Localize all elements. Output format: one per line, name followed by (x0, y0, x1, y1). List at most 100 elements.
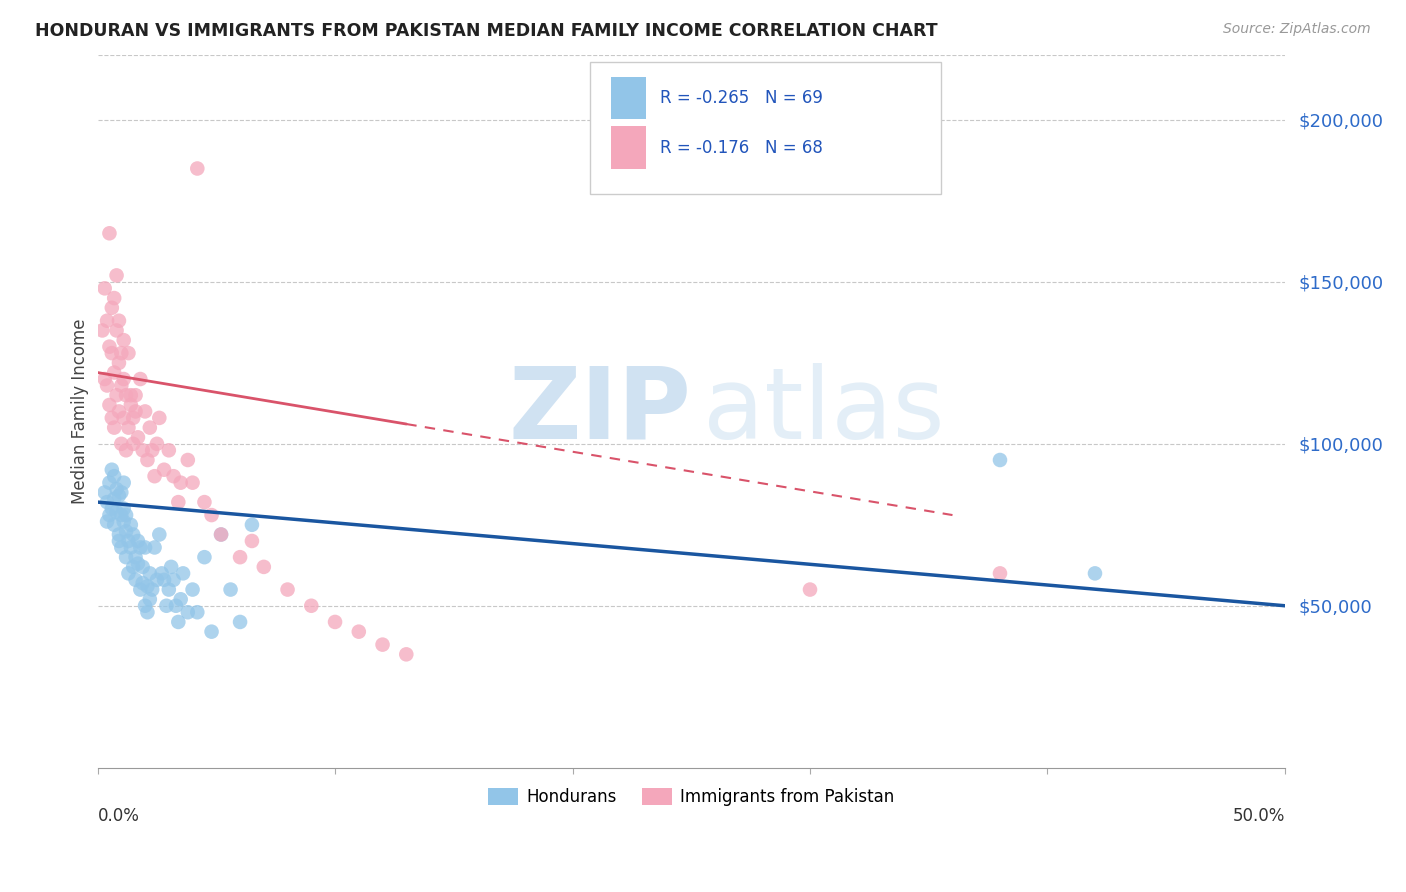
Point (124, 388, 146, 402)
Point (162, 469, 184, 483)
Point (112, 410, 135, 425)
Point (101, 346, 124, 360)
Point (136, 453, 159, 467)
Point (146, 437, 169, 451)
Text: HONDURAN VS IMMIGRANTS FROM PAKISTAN MEDIAN FAMILY INCOME CORRELATION CHART: HONDURAN VS IMMIGRANTS FROM PAKISTAN MED… (35, 22, 938, 40)
Bar (610, 77, 647, 120)
Point (115, 550, 138, 565)
Text: ZIP: ZIP (509, 363, 692, 460)
Point (117, 533, 139, 548)
Point (131, 576, 153, 591)
Point (240, 533, 263, 548)
Point (177, 453, 200, 467)
Point (127, 557, 149, 571)
Point (988, 566, 1011, 581)
Point (91, 323, 114, 337)
Point (209, 527, 232, 541)
Point (115, 443, 138, 458)
Point (110, 541, 132, 555)
Point (347, 624, 370, 639)
Point (129, 372, 152, 386)
Point (157, 582, 180, 597)
Point (131, 443, 153, 458)
Point (139, 420, 162, 434)
Point (134, 404, 156, 418)
Point (103, 469, 125, 483)
Point (105, 268, 128, 283)
Text: Source: ZipAtlas.com: Source: ZipAtlas.com (1223, 22, 1371, 37)
Point (101, 301, 124, 315)
Point (181, 582, 204, 597)
Point (117, 420, 139, 434)
Point (96, 314, 118, 328)
Point (96, 495, 118, 509)
Point (209, 527, 232, 541)
Point (122, 437, 145, 451)
Point (323, 615, 346, 629)
Point (134, 599, 156, 613)
Point (162, 573, 184, 587)
Point (127, 533, 149, 548)
Point (153, 573, 176, 587)
Point (112, 333, 135, 347)
Point (157, 443, 180, 458)
Point (240, 517, 263, 532)
Point (122, 560, 145, 574)
Point (193, 495, 215, 509)
Point (1084, 566, 1107, 581)
Point (117, 566, 139, 581)
Point (93, 485, 115, 500)
Point (110, 508, 132, 522)
Point (136, 605, 159, 619)
Point (105, 482, 128, 496)
Point (193, 550, 215, 565)
Point (167, 615, 190, 629)
Point (98, 227, 121, 241)
Point (170, 475, 193, 490)
Point (167, 495, 190, 509)
Point (105, 505, 128, 519)
Point (110, 378, 132, 392)
Point (108, 489, 131, 503)
Point (115, 524, 138, 539)
Point (186, 605, 208, 619)
Text: 0.0%: 0.0% (97, 807, 139, 825)
Point (170, 592, 193, 607)
Point (98, 508, 121, 522)
Point (219, 582, 242, 597)
Point (127, 430, 149, 444)
Point (122, 410, 145, 425)
Point (105, 323, 128, 337)
Point (108, 314, 131, 328)
FancyBboxPatch shape (591, 62, 941, 194)
Point (200, 508, 222, 522)
Point (103, 366, 125, 380)
Point (160, 560, 183, 574)
Point (101, 463, 124, 477)
Point (112, 501, 135, 516)
Point (98, 475, 121, 490)
Point (112, 475, 135, 490)
Point (117, 346, 139, 360)
Point (120, 541, 142, 555)
Point (110, 485, 132, 500)
Text: R = -0.265   N = 69: R = -0.265 N = 69 (661, 89, 824, 107)
Point (110, 346, 132, 360)
Point (103, 420, 125, 434)
Point (229, 615, 252, 629)
Point (129, 582, 152, 597)
Point (101, 501, 124, 516)
Point (253, 560, 276, 574)
Point (112, 372, 135, 386)
Point (124, 573, 146, 587)
Point (395, 648, 418, 662)
Y-axis label: Median Family Income: Median Family Income (72, 318, 89, 504)
Bar (610, 127, 647, 169)
Point (93, 372, 115, 386)
Point (98, 398, 121, 412)
Point (277, 582, 299, 597)
Point (988, 453, 1011, 467)
Point (124, 404, 146, 418)
Point (129, 541, 152, 555)
Text: 50.0%: 50.0% (1233, 807, 1285, 825)
